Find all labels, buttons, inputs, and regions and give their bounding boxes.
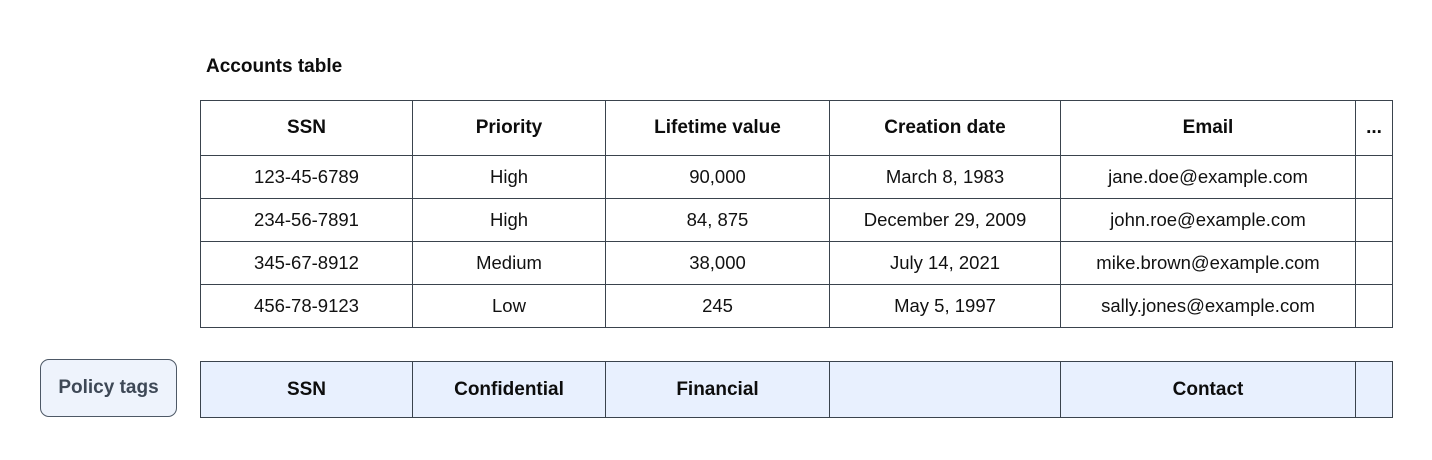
cell-ssn: 123-45-6789 (200, 155, 413, 199)
column-header-priority: Priority (412, 100, 606, 156)
column-header-more: ... (1355, 100, 1393, 156)
cell-creation-date: March 8, 1983 (829, 155, 1061, 199)
policy-tags-button-label: Policy tags (58, 377, 159, 398)
policy-tags-row: SSN Confidential Financial Contact (200, 361, 1393, 418)
cell-lifetime-value: 90,000 (605, 155, 830, 199)
cell-lifetime-value: 245 (605, 284, 830, 328)
cell-priority: High (412, 198, 606, 242)
cell-creation-date: December 29, 2009 (829, 198, 1061, 242)
policy-tag-contact: Contact (1060, 361, 1356, 418)
table-row: 345-67-8912 Medium 38,000 July 14, 2021 … (200, 241, 1393, 285)
cell-creation-date: May 5, 1997 (829, 284, 1061, 328)
cell-ssn: 456-78-9123 (200, 284, 413, 328)
cell-ssn: 234-56-7891 (200, 198, 413, 242)
cell-ssn: 345-67-8912 (200, 241, 413, 285)
cell-email: mike.brown@example.com (1060, 241, 1356, 285)
cell-priority: Medium (412, 241, 606, 285)
cell-lifetime-value: 84, 875 (605, 198, 830, 242)
policy-tag-ssn: SSN (200, 361, 413, 418)
cell-priority: Low (412, 284, 606, 328)
cell-email: sally.jones@example.com (1060, 284, 1356, 328)
policy-tag-financial: Financial (605, 361, 830, 418)
cell-priority: High (412, 155, 606, 199)
header-row: SSN Priority Lifetime value Creation dat… (200, 100, 1393, 156)
column-header-creation-date: Creation date (829, 100, 1061, 156)
policy-tag-empty-1 (829, 361, 1061, 418)
cell-more (1355, 198, 1393, 242)
table-row: 456-78-9123 Low 245 May 5, 1997 sally.jo… (200, 284, 1393, 328)
page-title: Accounts table (206, 56, 343, 77)
column-header-email: Email (1060, 100, 1356, 156)
policy-tags-button[interactable]: Policy tags (40, 359, 177, 417)
policy-tag-empty-2 (1355, 361, 1393, 418)
accounts-table: SSN Priority Lifetime value Creation dat… (200, 100, 1393, 328)
policy-tag-confidential: Confidential (412, 361, 606, 418)
cell-email: jane.doe@example.com (1060, 155, 1356, 199)
column-header-ssn: SSN (200, 100, 413, 156)
policy-tag-cells: SSN Confidential Financial Contact (200, 361, 1393, 418)
column-header-lifetime-value: Lifetime value (605, 100, 830, 156)
cell-lifetime-value: 38,000 (605, 241, 830, 285)
table-row: 123-45-6789 High 90,000 March 8, 1983 ja… (200, 155, 1393, 199)
table-row: 234-56-7891 High 84, 875 December 29, 20… (200, 198, 1393, 242)
cell-creation-date: July 14, 2021 (829, 241, 1061, 285)
cell-more (1355, 155, 1393, 199)
cell-more (1355, 241, 1393, 285)
cell-more (1355, 284, 1393, 328)
cell-email: john.roe@example.com (1060, 198, 1356, 242)
